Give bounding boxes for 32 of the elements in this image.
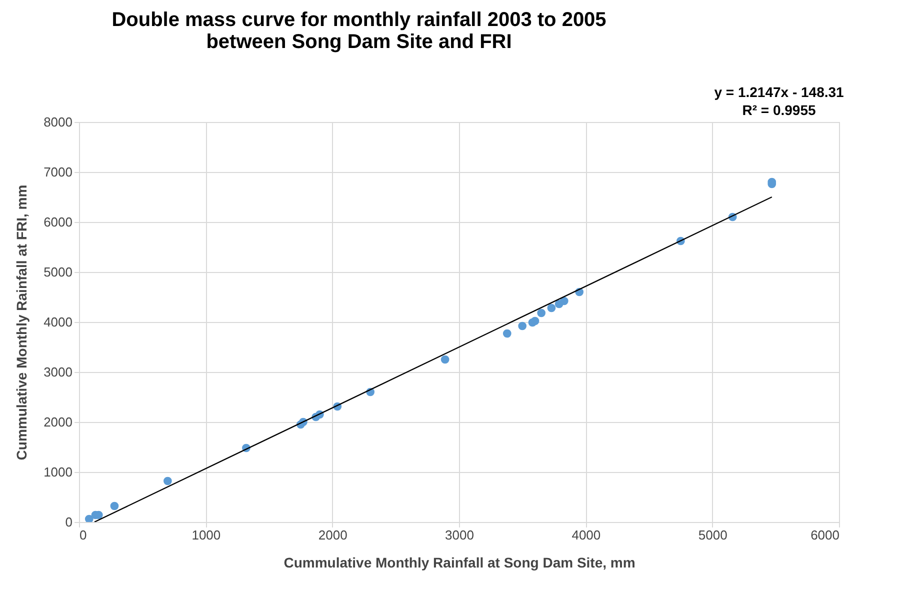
y-tick-label: 7000 [44,164,72,180]
point [537,308,546,318]
x-tick-label: 6000 [810,528,840,542]
x-tick-label: 4000 [572,528,601,542]
y-tick-label: 2000 [44,414,72,430]
x-tick-label: 2000 [318,528,348,542]
y-tick-label: 5000 [44,264,72,280]
point [502,329,512,338]
point [547,304,556,312]
x-tick-label: 0 [80,528,87,542]
text: Double mass curve for monthly rainfall 2003 to 2005 [112,9,606,31]
text: between Song Dam Site and FRI [206,31,512,53]
point [110,502,119,510]
point [440,355,450,364]
x-tick-label: 1000 [192,528,221,542]
point [560,296,568,306]
point [530,316,540,326]
x-tick-label: 5000 [698,528,728,542]
y-tick-label: 4000 [44,314,72,330]
y-tick-label: 8000 [44,114,72,130]
y-tick-label: 6000 [44,214,72,230]
y-tick-label: 1000 [44,464,72,480]
point [84,514,94,522]
text: R² = 0.9955 [742,102,816,118]
text: y = 1.2147x - 148.31 [714,84,844,100]
y-tick-label: 3000 [44,364,72,380]
point [518,322,527,330]
point [163,476,172,486]
y-axis-title: Cummulative Monthly Rainfall at FRI, mm [14,184,30,460]
x-tick-label: 3000 [445,528,474,542]
x-axis-title: Cummulative Monthly Rainfall at Song Dam Site, mm [284,554,636,570]
y-tick-label: 0 [65,514,72,530]
